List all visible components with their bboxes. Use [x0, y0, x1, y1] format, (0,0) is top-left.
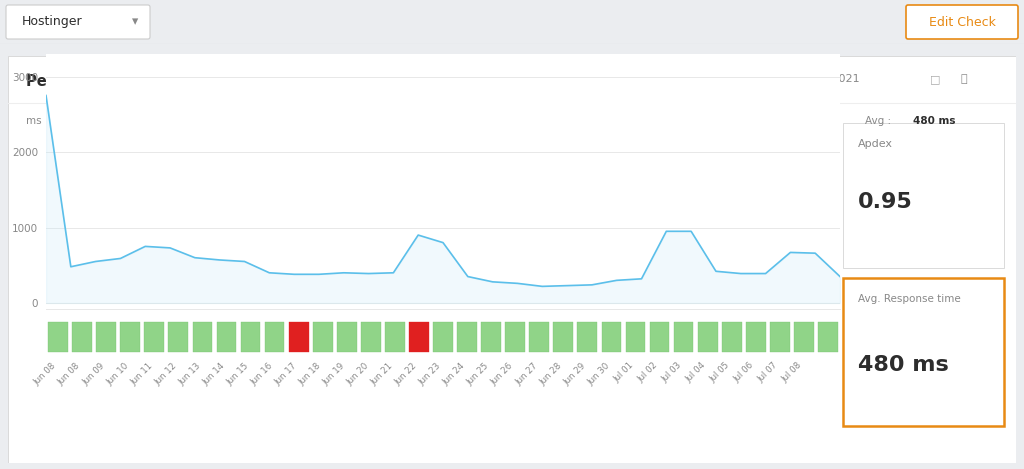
Bar	[770, 322, 790, 352]
Bar	[169, 322, 188, 352]
Text: Jun 23: Jun 23	[418, 361, 443, 386]
Bar	[48, 322, 68, 352]
Bar	[505, 322, 525, 352]
Bar	[818, 322, 838, 352]
Text: Jun 25: Jun 25	[466, 361, 492, 386]
Bar	[73, 322, 92, 352]
Text: Max :: Max :	[547, 116, 579, 126]
Bar	[337, 322, 356, 352]
Text: Jul 06: Jul 06	[732, 361, 756, 385]
Text: 480 ms: 480 ms	[858, 355, 948, 375]
Bar	[529, 322, 549, 352]
Text: 480 ms: 480 ms	[913, 116, 955, 126]
Text: Jun 08: Jun 08	[33, 361, 58, 386]
Text: Jul 01: Jul 01	[612, 361, 636, 385]
Bar	[217, 322, 237, 352]
Text: Jun 11: Jun 11	[129, 361, 155, 386]
Bar	[674, 322, 693, 352]
Bar	[626, 322, 645, 352]
Text: Jun 16: Jun 16	[249, 361, 274, 386]
Text: Jul 03: Jul 03	[660, 361, 684, 385]
Text: ⓘ: ⓘ	[961, 74, 967, 84]
Text: Jun 26: Jun 26	[489, 361, 515, 386]
Text: Jun 22: Jun 22	[393, 361, 419, 386]
Bar	[843, 278, 1004, 426]
Text: 08-Jun-2021  ·  08-Jul-2021: 08-Jun-2021 · 08-Jul-2021	[709, 74, 859, 84]
Bar	[360, 322, 381, 352]
Bar	[193, 322, 212, 352]
Bar	[794, 322, 814, 352]
Bar	[433, 322, 453, 352]
Bar	[722, 322, 741, 352]
Text: 24383 ms: 24383 ms	[596, 116, 652, 126]
Bar	[144, 322, 164, 352]
Text: ms: ms	[27, 116, 42, 126]
Text: Jun 17: Jun 17	[273, 361, 299, 386]
Bar	[313, 322, 333, 352]
Text: Jul 04: Jul 04	[684, 361, 708, 385]
Bar	[481, 322, 501, 352]
Text: Jun 20: Jun 20	[345, 361, 371, 386]
Bar	[265, 322, 285, 352]
Text: Downtime: Downtime	[301, 116, 354, 126]
Text: Jun 09: Jun 09	[81, 361, 106, 386]
Bar	[553, 322, 573, 352]
Text: Jun 13: Jun 13	[177, 361, 203, 386]
Text: Jun 30: Jun 30	[586, 361, 611, 386]
Text: Jun 19: Jun 19	[322, 361, 347, 386]
Bar	[457, 322, 477, 352]
Bar	[843, 123, 1004, 268]
Bar	[241, 322, 260, 352]
Bar	[745, 322, 766, 352]
Text: Jul 05: Jul 05	[709, 361, 732, 385]
Text: Jun 15: Jun 15	[225, 361, 251, 386]
Text: 0.95: 0.95	[858, 192, 912, 212]
Text: Jun 10: Jun 10	[104, 361, 130, 386]
Text: Response time: Response time	[80, 116, 157, 126]
Text: Avg :: Avg :	[865, 116, 894, 126]
Text: Jun 27: Jun 27	[514, 361, 540, 386]
Text: Apdex: Apdex	[858, 139, 893, 150]
Bar	[578, 322, 597, 352]
Text: ▾: ▾	[132, 15, 138, 29]
Text: Uptime: Uptime	[208, 116, 246, 126]
FancyBboxPatch shape	[906, 5, 1018, 39]
Bar	[96, 322, 116, 352]
Text: □: □	[930, 74, 941, 84]
Text: Edit Check: Edit Check	[929, 15, 995, 29]
Bar	[121, 322, 140, 352]
Text: Hostinger: Hostinger	[22, 15, 83, 29]
Text: Performance Metrics: Performance Metrics	[27, 74, 199, 89]
Text: Jun 21: Jun 21	[370, 361, 395, 386]
Text: Jun 12: Jun 12	[153, 361, 178, 386]
Text: Min :: Min :	[717, 116, 745, 126]
FancyBboxPatch shape	[6, 5, 150, 39]
Text: Jun 29: Jun 29	[562, 361, 588, 386]
Text: Jun 28: Jun 28	[538, 361, 563, 386]
Bar	[649, 322, 670, 352]
Text: 101 ms: 101 ms	[765, 116, 807, 126]
Bar	[697, 322, 718, 352]
Text: Avg. Response time: Avg. Response time	[858, 294, 961, 304]
Text: Jul 02: Jul 02	[636, 361, 659, 385]
Text: Jun 14: Jun 14	[201, 361, 226, 386]
Text: Jul 08: Jul 08	[780, 361, 804, 385]
Bar	[289, 322, 308, 352]
Text: Jul 07: Jul 07	[757, 361, 780, 385]
Bar	[409, 322, 429, 352]
Bar	[601, 322, 622, 352]
Bar	[385, 322, 404, 352]
Text: Jun 24: Jun 24	[441, 361, 467, 386]
Text: Jun 08: Jun 08	[56, 361, 82, 386]
Text: Jun 18: Jun 18	[297, 361, 323, 386]
